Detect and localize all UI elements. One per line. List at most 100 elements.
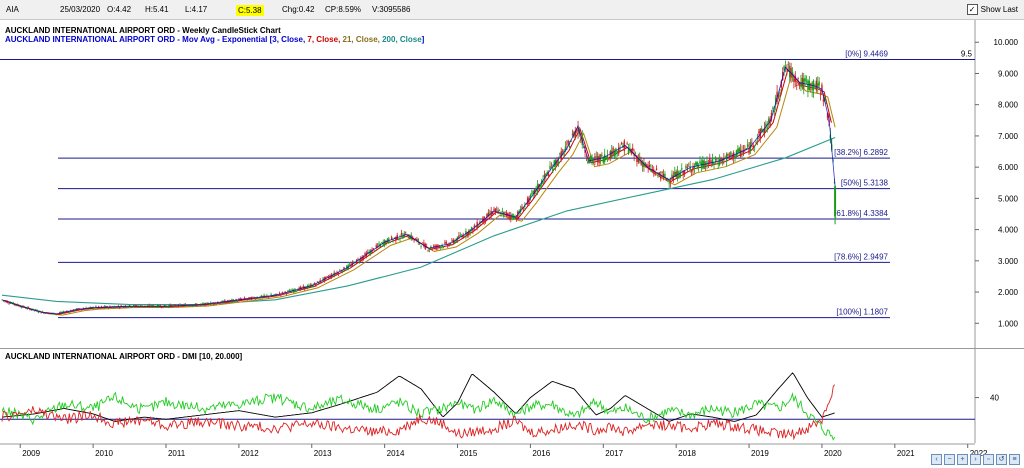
candle-body xyxy=(556,159,558,165)
dmi-tick-label: 40 xyxy=(990,394,999,403)
candle-body xyxy=(834,186,837,217)
fit-icon[interactable]: ▫ xyxy=(983,454,994,465)
candle-body xyxy=(671,174,673,180)
candle-body xyxy=(232,299,234,301)
candle-body xyxy=(531,193,533,194)
candle-body xyxy=(372,248,375,249)
fib-level-label: [100%] 1.1807 xyxy=(836,308,888,317)
candle-body xyxy=(783,66,785,70)
candle-body xyxy=(385,241,387,244)
candle-body xyxy=(68,311,70,313)
candle-body xyxy=(292,290,295,293)
candle-body xyxy=(226,300,229,302)
candle-body xyxy=(772,107,774,109)
fib-level-label: [38.2%] 6.2892 xyxy=(834,148,888,157)
candle-body xyxy=(529,194,532,197)
candle-body xyxy=(252,296,254,298)
candle-body xyxy=(570,140,572,142)
x-tick-label: 2019 xyxy=(751,449,769,458)
candle-body xyxy=(451,239,453,241)
candle-body xyxy=(497,210,499,212)
candle-body xyxy=(336,272,338,275)
zoom-out-icon[interactable]: − xyxy=(944,454,955,465)
candle-body xyxy=(755,142,757,143)
candle-body xyxy=(637,158,640,163)
reset-icon[interactable]: ↺ xyxy=(996,454,1007,465)
scroll-left-icon[interactable]: ‹ xyxy=(931,454,942,465)
candle-body xyxy=(713,162,715,164)
candle-body xyxy=(669,181,672,183)
dmi-chart-panel[interactable]: 40 AUCKLAND INTERNATIONAL AIRPORT ORD - … xyxy=(0,349,1024,444)
candle-body xyxy=(567,140,569,144)
candle-body xyxy=(407,237,410,239)
candle-body xyxy=(553,160,555,167)
candle-body xyxy=(515,218,518,220)
zoom-in-icon[interactable]: + xyxy=(957,454,968,465)
candle-body xyxy=(270,294,272,296)
candle-body xyxy=(442,246,445,248)
candle-body xyxy=(30,309,33,311)
minus-di-line xyxy=(1,384,835,441)
y-tick-label: 8.000 xyxy=(998,101,1019,110)
scroll-right-icon[interactable]: › xyxy=(970,454,981,465)
candle-body xyxy=(797,78,799,79)
candle-body xyxy=(344,269,347,271)
candle-body xyxy=(138,306,141,308)
candle-body xyxy=(709,158,711,164)
candle-body xyxy=(552,168,554,172)
candle-body xyxy=(54,314,56,315)
candle-body xyxy=(699,160,701,164)
candle-body xyxy=(423,242,425,247)
x-tick-label: 2011 xyxy=(168,449,186,458)
candle-body xyxy=(625,146,627,148)
candle-body xyxy=(375,245,377,248)
candle-body xyxy=(427,250,429,252)
candle-body xyxy=(826,113,829,118)
show-last-checkbox[interactable]: ✓ Show Last xyxy=(966,4,1018,15)
candle-body xyxy=(263,295,265,297)
candle-body xyxy=(447,244,449,247)
candle-body xyxy=(341,270,344,272)
candle-body xyxy=(682,171,684,175)
date-label: 25/03/2020 xyxy=(60,5,101,14)
candle-body xyxy=(420,246,422,247)
settings-icon[interactable]: ≡ xyxy=(1009,454,1020,465)
candle-body xyxy=(589,156,592,161)
candle-body xyxy=(179,304,181,305)
candle-body xyxy=(269,296,271,297)
candle-body xyxy=(402,235,404,239)
candle-body xyxy=(710,161,712,163)
candle-body xyxy=(459,235,462,237)
candle-body xyxy=(100,306,103,308)
fib-level-label: [50%] 5.3138 xyxy=(841,179,889,188)
candle-body xyxy=(546,171,548,175)
price-chart[interactable]: 1.000 2.000 3.000 4.000 5.000 6.000 7.000 8.000… xyxy=(0,20,1024,348)
candle-body xyxy=(738,147,740,152)
candle-body xyxy=(364,253,366,255)
dmi-title: AUCKLAND INTERNATIONAL AIRPORT ORD - DMI… xyxy=(5,352,243,361)
candle-body xyxy=(161,306,163,308)
candle-body xyxy=(498,210,501,212)
checkmark-icon[interactable]: ✓ xyxy=(966,4,978,15)
price-chart-panel[interactable]: 1.000 2.000 3.000 4.000 5.000 6.000 7.000 8.000… xyxy=(0,20,1024,349)
candle-body xyxy=(695,162,697,166)
y-tick-label: 2.000 xyxy=(998,288,1019,297)
candle-body xyxy=(688,166,690,167)
candle-body xyxy=(107,307,110,309)
ma7-param: 7, Close, xyxy=(307,35,343,44)
candle-body xyxy=(432,246,435,248)
candle-body xyxy=(812,80,815,91)
candle-body xyxy=(418,243,421,244)
candle-body xyxy=(526,198,529,205)
candle-body xyxy=(27,307,30,309)
dmi-chart[interactable]: 40 xyxy=(0,349,1024,443)
candle-body xyxy=(633,153,635,156)
candle-body xyxy=(564,146,567,151)
candle-body xyxy=(189,305,191,307)
candle-body xyxy=(486,213,488,219)
candle-body xyxy=(455,239,457,242)
candle-body xyxy=(580,137,582,139)
candle-body xyxy=(626,143,628,145)
candle-body xyxy=(731,155,733,158)
candle-body xyxy=(591,157,593,162)
